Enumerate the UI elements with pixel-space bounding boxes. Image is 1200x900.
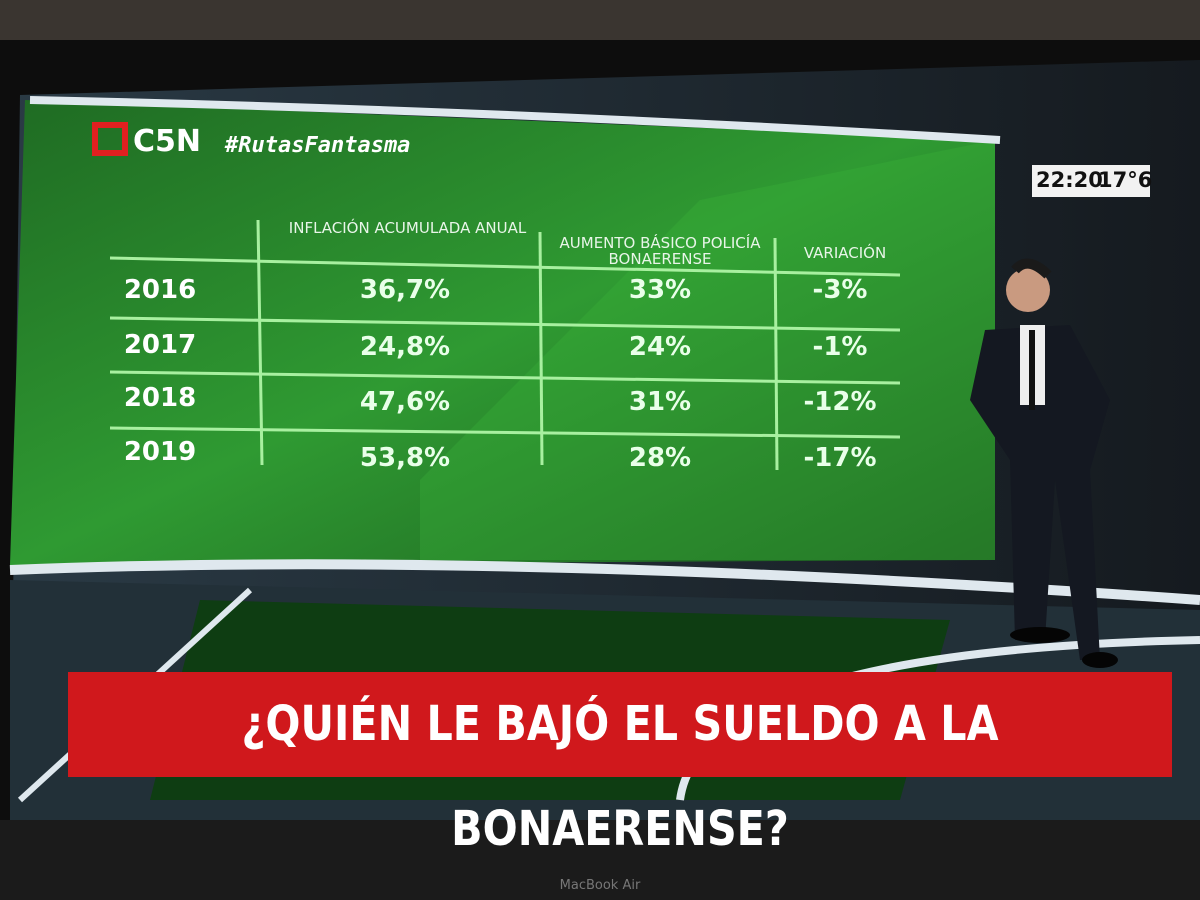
row-year: 2017 (123, 330, 197, 360)
table-cell: 24% (628, 332, 692, 362)
table-cell: -1% (812, 332, 868, 362)
column-header: AUMENTO BÁSICO POLICÍA BONAERENSE (559, 234, 761, 268)
row-year: 2019 (123, 437, 197, 467)
table-cell: 53,8% (359, 443, 451, 473)
table-cell: -17% (803, 443, 877, 473)
column-header: INFLACIÓN ACUMULADA ANUAL (288, 219, 527, 237)
headline: ¿QUIÉN LE BAJÓ EL SUELDO A LA BONAERENSE… (241, 696, 999, 857)
table-cell: 47,6% (359, 387, 451, 417)
table-cell: 36,7% (359, 275, 451, 305)
table-cell: 28% (628, 443, 692, 473)
row-year: 2018 (123, 383, 197, 413)
table-cell: 24,8% (359, 332, 451, 362)
row-year: 2016 (123, 275, 197, 305)
table-cell: -12% (803, 387, 877, 417)
clock: 22:20 (1036, 168, 1103, 192)
table-cell: -3% (812, 275, 868, 305)
column-header: VARIACIÓN (803, 244, 887, 262)
table-cell: 31% (628, 387, 692, 417)
hashtag: #RutasFantasma (225, 133, 411, 158)
device-label: MacBook Air (559, 878, 641, 893)
temperature: 17°6 (1098, 168, 1153, 192)
logo: C5N (133, 124, 201, 159)
table-cell: 33% (628, 275, 692, 305)
